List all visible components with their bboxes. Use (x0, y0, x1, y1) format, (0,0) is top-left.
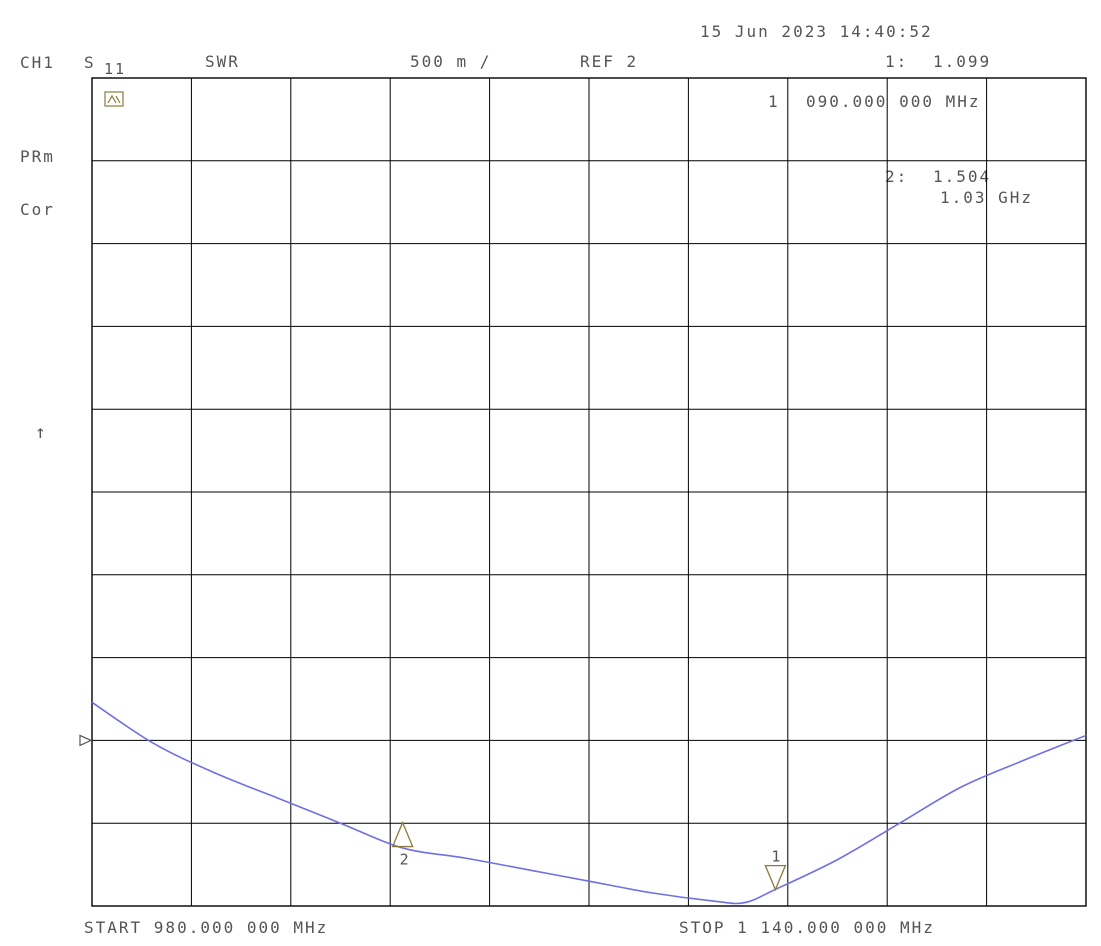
display-mode-icon (104, 91, 124, 107)
reference-label: REF 2 (580, 52, 638, 71)
marker2-readout-label: 2: (885, 167, 908, 186)
datetime-label: 15 Jun 2023 14:40:52 (700, 22, 933, 41)
s-parameter-subscript: 11 (104, 60, 126, 78)
reference-level-pointer-icon (79, 734, 93, 747)
stop-frequency-label: STOP 1 140.000 000 MHz (679, 918, 935, 937)
up-arrow-icon: ↑ (35, 422, 48, 443)
reference-pointer-triangle (79, 734, 93, 747)
marker2-readout-value: 1.504 (933, 167, 991, 186)
marker1-readout-label: 1: (885, 52, 908, 71)
marker1-frequency-label: 1 (768, 92, 780, 111)
format-label: SWR (205, 52, 240, 71)
s-parameter-label: S (84, 53, 96, 72)
marker-2-triangle (391, 820, 414, 848)
scale-label: 500 m / (410, 52, 491, 71)
marker-1-label: 1 (771, 848, 782, 866)
prm-annotation: PRm (20, 147, 55, 166)
marker1-frequency: 090.000 000 MHz (806, 92, 981, 111)
marker-1-triangle (764, 864, 787, 892)
marker2-frequency: 1.03 GHz (940, 188, 1033, 207)
marker-2-label: 2 (400, 851, 411, 869)
marker1-readout-value: 1.099 (933, 52, 991, 71)
channel-label: CH1 (20, 53, 55, 72)
swr-trace (91, 701, 1087, 905)
graticule (91, 77, 1087, 907)
markers-layer: 12 (391, 820, 787, 892)
cor-annotation: Cor (20, 200, 55, 219)
start-frequency-label: START 980.000 000 MHz (84, 918, 328, 937)
